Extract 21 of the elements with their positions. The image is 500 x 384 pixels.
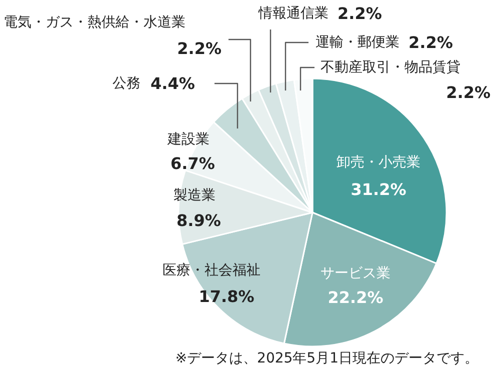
slice-label: 公務 (112, 76, 140, 92)
slice-label: 情報通信業 (258, 6, 328, 22)
slice-label: 医療・社会福祉 (162, 262, 260, 278)
data-label: 8.9% (176, 211, 221, 230)
data-label: 2.2% (338, 4, 382, 23)
data-label: 2.2% (408, 33, 453, 52)
data-label: 4.4% (150, 74, 195, 93)
slice-label: 電気・ガス・熱供給・水道業 (4, 14, 186, 30)
slice-label: 製造業 (174, 188, 216, 204)
data-label: 2.2% (446, 83, 490, 102)
slice-label: 建設業 (166, 132, 210, 148)
slice-label: 不動産取引・物品賃貸 (320, 60, 460, 76)
data-label: 31.2% (350, 180, 406, 199)
data-label: 6.7% (170, 154, 215, 173)
data-label: 22.2% (328, 288, 384, 307)
slice-label: 運輸・郵便業 (316, 34, 400, 50)
slice-label: サービス業 (320, 266, 390, 282)
text: ※データは、2025年5月1日現在のデータです。 (175, 350, 479, 366)
data-label: 17.8% (198, 287, 254, 306)
slice-label: 卸売・小売業 (336, 154, 420, 170)
data-label: 2.2% (177, 39, 222, 58)
